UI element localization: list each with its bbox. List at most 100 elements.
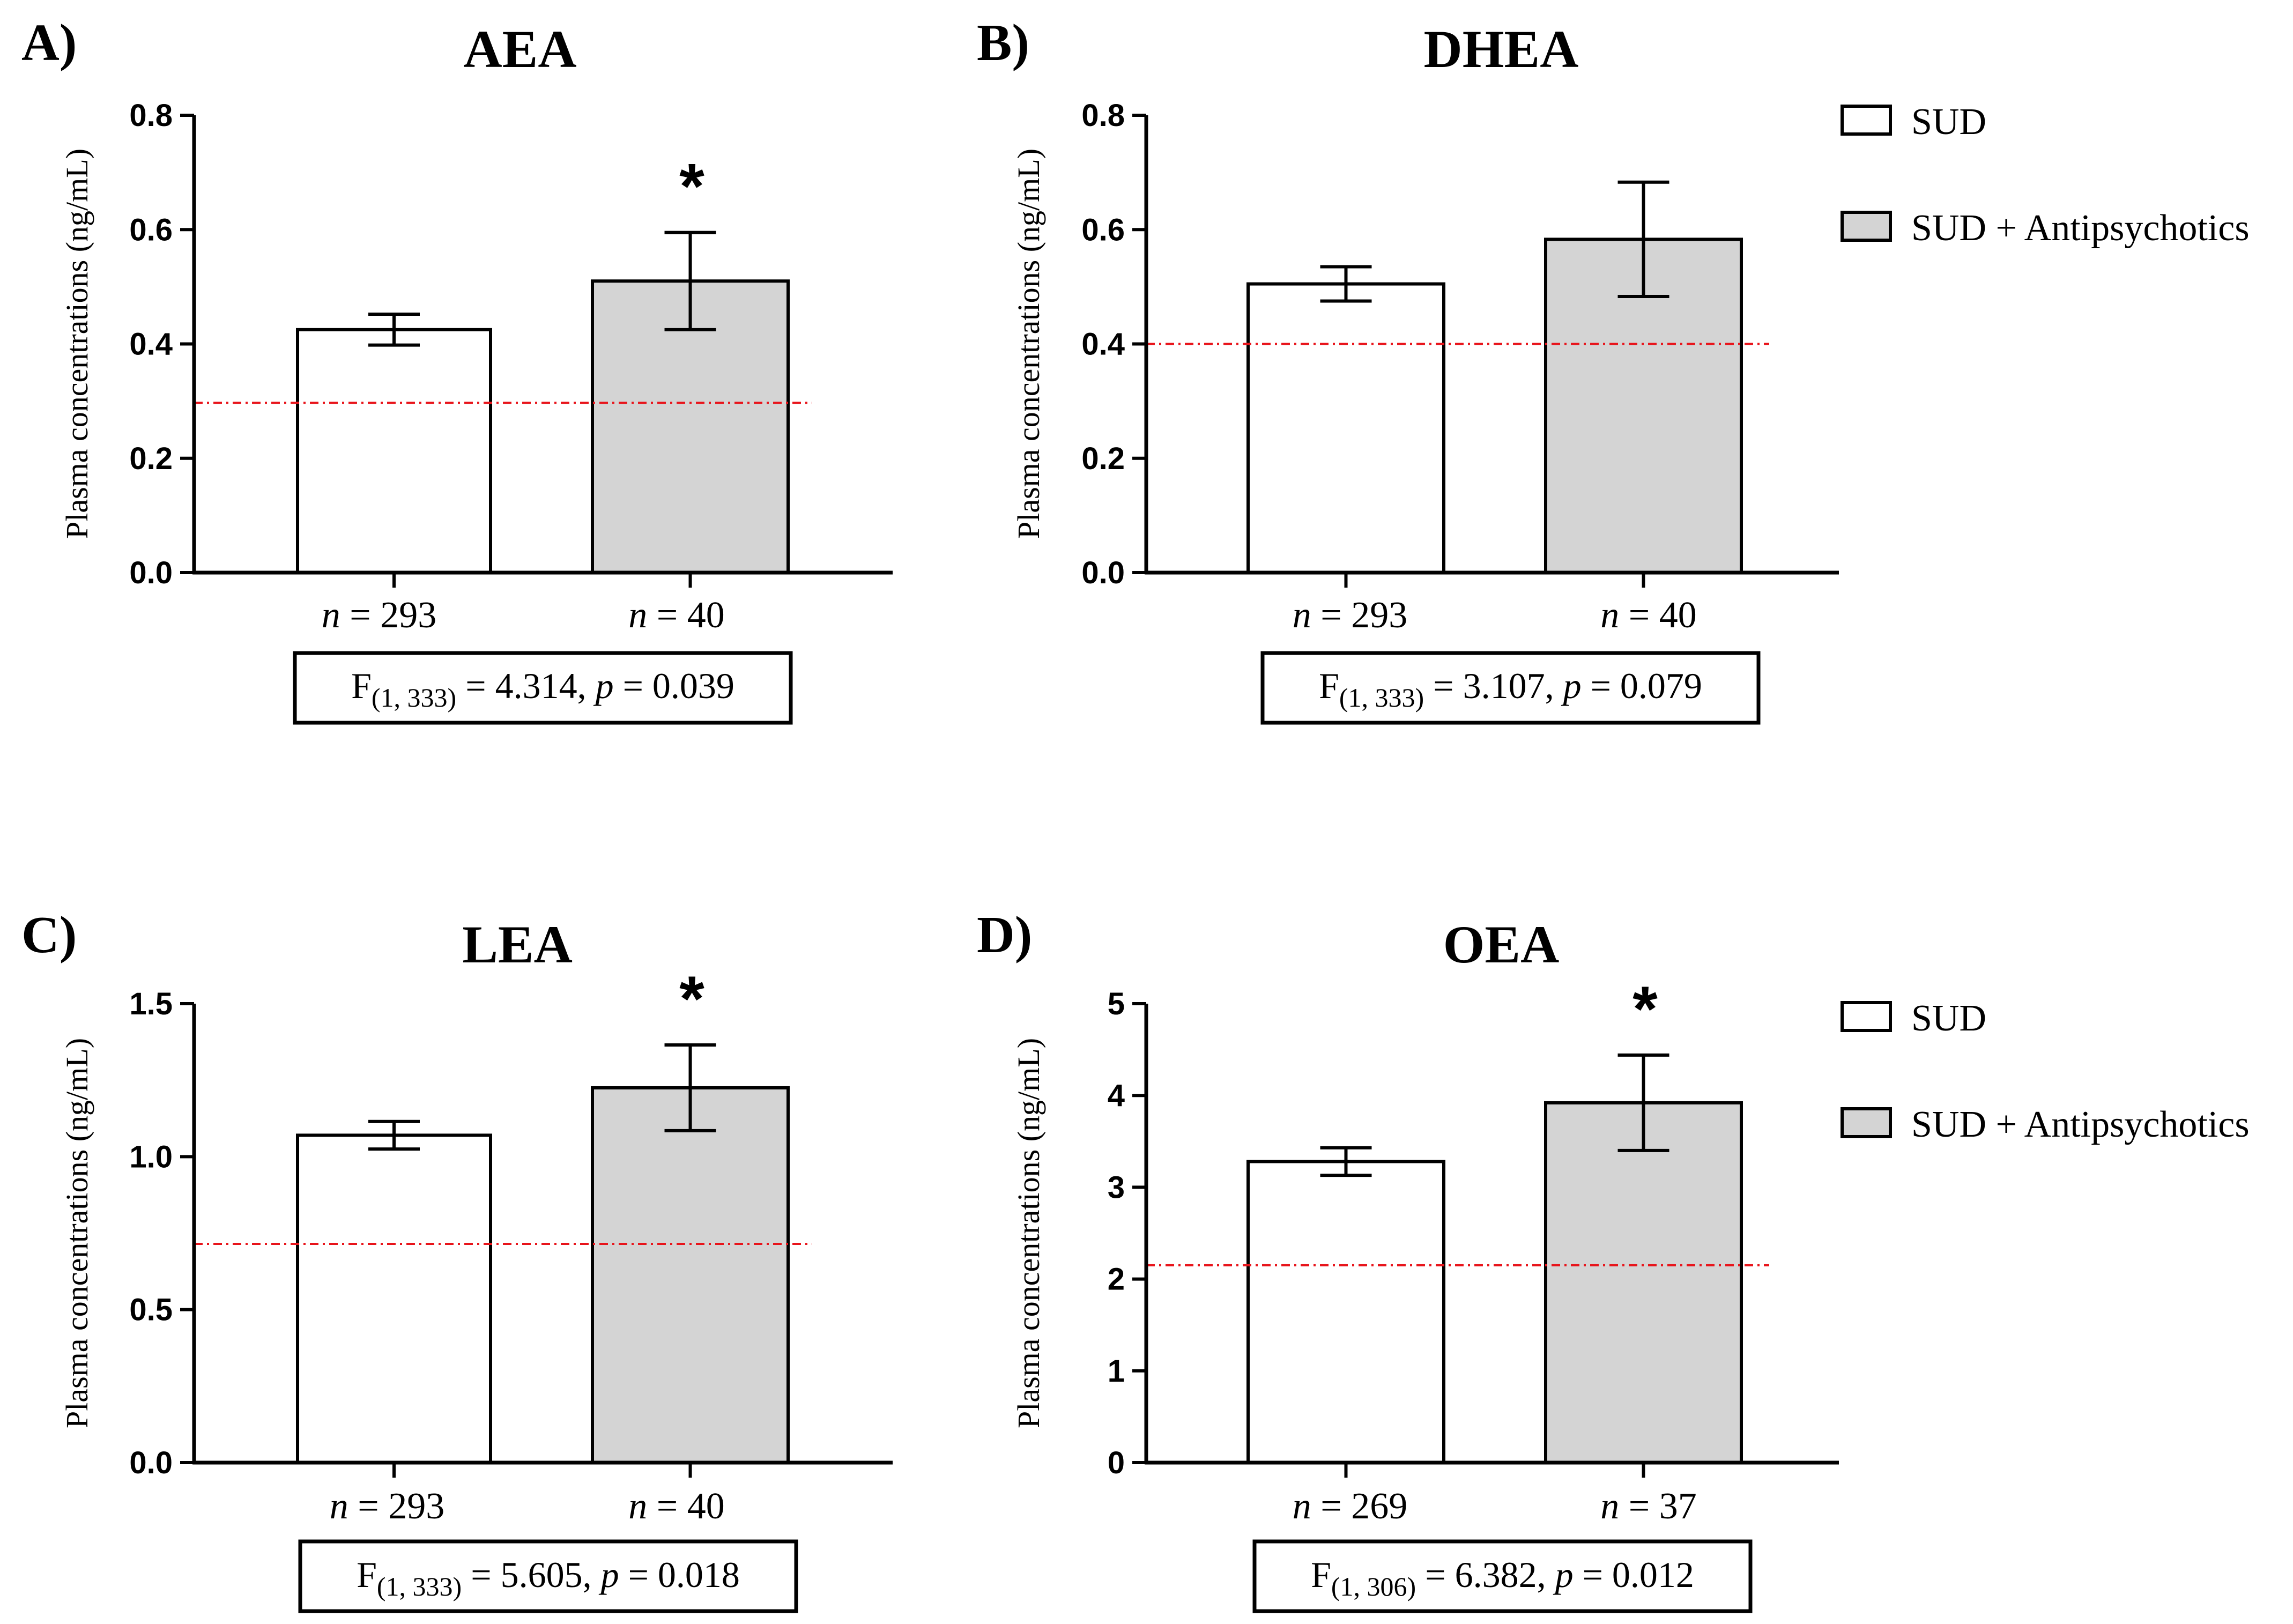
separator: , [1545,665,1563,706]
equals-sign: = [619,1554,658,1595]
y-axis-label: Plasma concentrations (ng/mL) [60,1038,94,1428]
y-axis-label: Plasma concentrations (ng/mL) [1011,1038,1046,1428]
bar-sud [1246,282,1445,574]
significance-star: * [679,151,704,223]
chart-title: LEA [462,915,573,974]
y-tick-label: 4 [1108,1078,1125,1113]
equals-sign: = [456,665,495,706]
y-tick-label: 5 [1108,987,1125,1021]
y-tick-label: 0.8 [129,98,173,133]
stats-text: F(1, 333) = 4.314, p = 0.039 [351,665,734,713]
y-tick-label: 2 [1108,1262,1125,1297]
y-tick-label: 0.6 [1081,212,1125,247]
n-label: n = 293 [1293,595,1407,636]
y-tick-label: 0.2 [1081,441,1125,476]
n-symbol: n [628,1486,647,1527]
legend-swatch-sud-antipsychotics [1841,1107,1892,1138]
chart-title: AEA [463,19,576,79]
significance-star: * [1632,973,1658,1045]
stat-p-value: 0.039 [652,665,734,706]
n-symbol: n [1293,1486,1311,1527]
chart-panel-aea: A) AEA Plasma concentrations (ng/mL) * 0.0 0.… [21,14,893,725]
equals-sign: = [647,595,687,636]
n-symbol: n [1600,1486,1619,1527]
legend-bottom: SUD SUD + Antipsychotics [1841,998,2250,1145]
y-tick-label: 1 [1108,1354,1125,1389]
n-value: 40 [687,595,725,636]
y-tick-label: 0.6 [129,212,173,247]
stat-df: (1, 306) [1331,1571,1416,1601]
n-symbol: n [322,595,340,636]
n-label: n = 293 [330,1486,444,1527]
bar-sud-antipsychotics [591,1086,790,1464]
n-label: n = 269 [1293,1486,1407,1527]
stat-df: (1, 333) [1339,683,1424,713]
legend-swatch-sud [1841,1001,1892,1032]
stat-f-symbol: F [1319,665,1339,706]
stat-p-value: 0.018 [658,1554,740,1595]
n-symbol: n [330,1486,348,1527]
stats-box [1252,1539,1753,1613]
n-symbol: n [1600,595,1619,636]
stats-text: F(1, 333) = 5.605, p = 0.018 [357,1554,740,1601]
stat-f-symbol: F [351,665,372,706]
y-tick-label: 0.8 [1081,98,1125,133]
y-axis-label: Plasma concentrations (ng/mL) [1011,149,1046,539]
equals-sign: = [340,595,380,636]
stats-box [1260,651,1761,725]
chart-title: DHEA [1424,19,1579,79]
y-tick-label: 0.2 [129,441,173,476]
n-value: 40 [687,1486,725,1527]
stats-box [293,651,793,725]
y-tick-label: 0 [1108,1445,1125,1480]
significance-star: * [679,963,704,1035]
n-value: 269 [1351,1486,1407,1527]
separator: , [583,1554,601,1595]
chart-panel-lea: C) LEA Plasma concentrations (ng/mL) * 0.0 0.… [21,906,893,1613]
equals-sign: = [1574,1554,1612,1595]
stat-p-value: 0.079 [1620,665,1702,706]
equals-sign: = [462,1554,500,1595]
separator: , [1537,1554,1555,1595]
legend-label: SUD + Antipsychotics [1911,207,2250,249]
bar-sud [296,1133,492,1465]
stat-df: (1, 333) [372,683,456,713]
panel-letter: A) [21,14,77,72]
stat-p-value: 0.012 [1612,1554,1694,1595]
panel-letter: B) [977,14,1029,72]
n-symbol: n [1293,595,1311,636]
n-symbol: n [628,595,647,636]
y-tick-label: 0.0 [1081,555,1125,590]
stat-f-symbol: F [357,1554,377,1595]
chart-panel-oea: D) OEA Plasma concentrations (ng/mL) * 0 1 2 3 4… [977,906,1839,1613]
n-value: 40 [1659,595,1697,636]
stat-p-symbol: p [1553,1554,1574,1595]
bar-sud [296,328,492,574]
panel-letter: C) [21,906,77,964]
stats-text: F(1, 306) = 6.382, p = 0.012 [1311,1554,1694,1601]
equals-sign: = [1619,595,1659,636]
n-label: n = 40 [1600,595,1696,636]
stat-f-value: 3.107 [1463,665,1545,706]
n-value: 37 [1659,1486,1697,1527]
equals-sign: = [1416,1554,1455,1595]
legend-top: SUD SUD + Antipsychotics [1841,101,2250,249]
legend-swatch-sud [1841,105,1892,136]
legend-swatch-sud-antipsychotics [1841,211,1892,242]
n-label: n = 293 [322,595,436,636]
n-label: n = 40 [628,595,724,636]
n-value: 293 [1351,595,1407,636]
equals-sign: = [614,665,652,706]
y-axis-label: Plasma concentrations (ng/mL) [60,149,94,539]
legend-label: SUD [1911,101,1986,143]
stat-f-value: 5.605 [501,1554,583,1595]
n-value: 293 [380,595,436,636]
bar-sud-antipsychotics [1544,1101,1743,1464]
panel-letter: D) [977,906,1032,964]
stat-f-value: 4.314 [495,665,577,706]
equals-sign: = [647,1486,687,1527]
n-label: n = 40 [628,1486,724,1527]
legend-label: SUD [1911,998,1986,1039]
y-tick-label: 0.4 [1081,327,1125,362]
